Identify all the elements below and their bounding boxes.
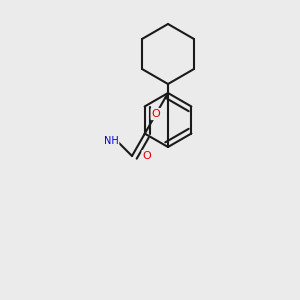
Text: O: O <box>142 151 152 161</box>
Text: O: O <box>152 109 160 119</box>
Text: NH: NH <box>103 136 118 146</box>
